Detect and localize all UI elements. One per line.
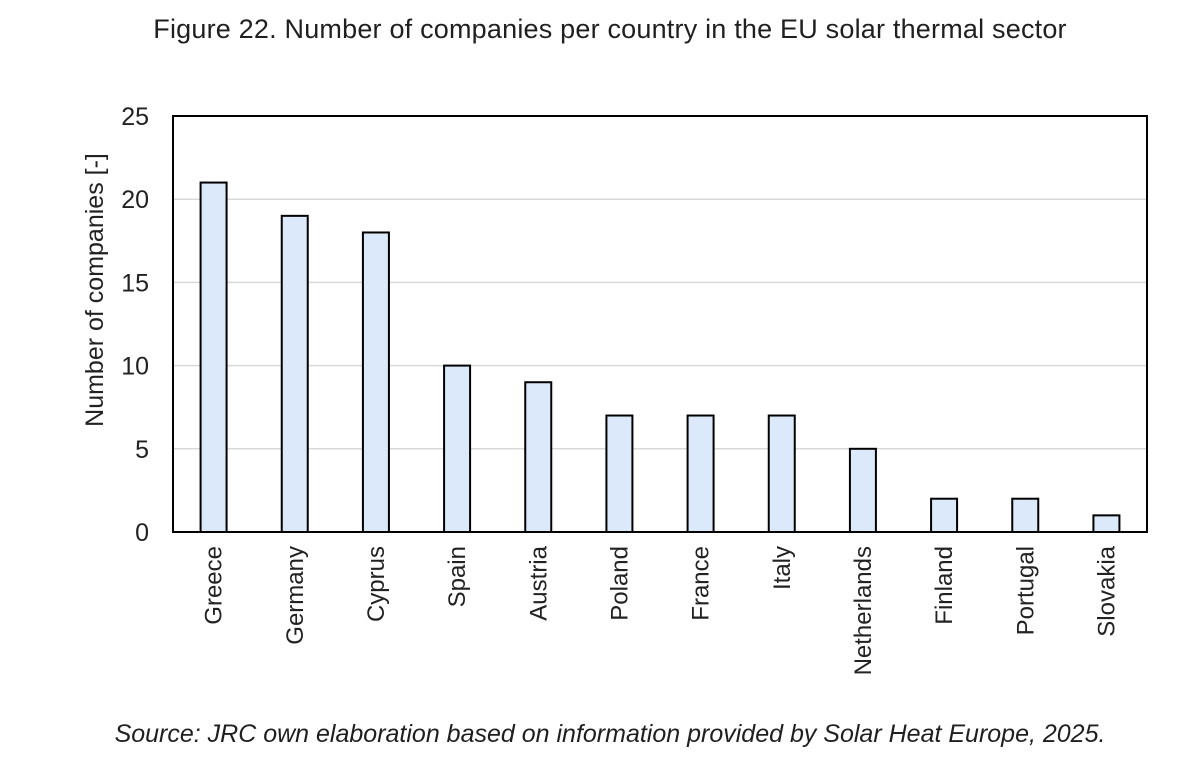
- x-tick-label: Finland: [931, 546, 958, 625]
- x-tick-label: France: [688, 546, 715, 621]
- x-tick-label: Spain: [444, 546, 471, 607]
- x-axis-ticks: Greece Germany Cyprus Spain Austria Poland Fra…: [201, 545, 1121, 675]
- y-tick-label: 20: [121, 186, 149, 214]
- bar-portugal: [1011, 497, 1040, 533]
- bar-france: [686, 414, 715, 533]
- x-tick-label: Italy: [769, 546, 796, 590]
- bar-greece: [199, 181, 228, 533]
- x-tick-label: Portugal: [1012, 546, 1039, 635]
- y-tick-label: 5: [135, 436, 149, 464]
- bar-poland: [605, 414, 634, 533]
- bar-slovakia: [1092, 514, 1121, 533]
- bar-austria: [524, 381, 553, 533]
- bar-germany: [280, 214, 309, 533]
- y-axis-title: Number of companies [-]: [81, 153, 109, 427]
- x-tick-label: Greece: [201, 546, 228, 625]
- source-note: Source: JRC own elaboration based on inf…: [114, 720, 1106, 748]
- x-tick-label: Slovakia: [1093, 545, 1120, 636]
- plot-frame: [172, 115, 1148, 533]
- y-axis-ticks: 0 5 10 15 20 25: [121, 103, 149, 547]
- bar-netherlands: [848, 447, 877, 533]
- x-tick-label: Austria: [525, 545, 552, 620]
- bar-italy: [767, 414, 796, 533]
- y-tick-label: 10: [121, 353, 149, 381]
- chart-title: Figure 22. Number of companies per count…: [153, 14, 1067, 44]
- x-tick-label: Germany: [282, 546, 309, 645]
- bars: [199, 181, 1121, 533]
- x-tick-label: Poland: [606, 546, 633, 621]
- x-tick-label: Netherlands: [850, 546, 877, 675]
- x-tick-label: Cyprus: [363, 546, 390, 622]
- bar-finland: [930, 497, 959, 533]
- bar-chart: 0 5 10 15 20 25 Greece Germany Cyprus Spain Austr…: [81, 103, 1148, 675]
- y-tick-label: 0: [135, 519, 149, 547]
- y-tick-label: 25: [121, 103, 149, 131]
- bar-spain: [443, 364, 472, 533]
- y-tick-label: 15: [121, 269, 149, 297]
- bar-cyprus: [361, 231, 390, 533]
- gridlines: [173, 198, 1147, 450]
